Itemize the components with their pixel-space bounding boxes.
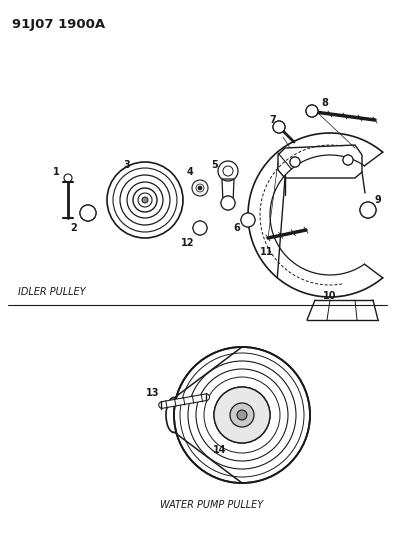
Circle shape (290, 157, 300, 167)
Circle shape (230, 403, 254, 427)
Text: 91J07 1900A: 91J07 1900A (12, 18, 105, 31)
Circle shape (343, 155, 353, 165)
Circle shape (221, 196, 235, 210)
Text: 11: 11 (260, 247, 274, 257)
Circle shape (193, 221, 207, 235)
Text: 9: 9 (374, 195, 382, 205)
Text: WATER PUMP PULLEY: WATER PUMP PULLEY (160, 500, 263, 510)
Text: 13: 13 (146, 388, 160, 398)
Circle shape (80, 205, 96, 221)
Circle shape (174, 347, 310, 483)
Text: 1: 1 (53, 167, 59, 177)
Circle shape (86, 211, 90, 215)
Circle shape (273, 121, 285, 133)
Text: 4: 4 (186, 167, 194, 177)
Circle shape (246, 219, 250, 222)
Circle shape (237, 410, 247, 420)
Circle shape (360, 202, 376, 218)
Circle shape (142, 197, 148, 203)
Circle shape (366, 208, 370, 212)
Text: 3: 3 (124, 160, 130, 170)
Circle shape (241, 213, 255, 227)
Circle shape (198, 186, 202, 190)
Circle shape (199, 227, 201, 230)
Text: 7: 7 (270, 115, 276, 125)
Text: 8: 8 (322, 98, 328, 108)
Text: 5: 5 (212, 160, 218, 170)
Text: IDLER PULLEY: IDLER PULLEY (18, 287, 86, 297)
Circle shape (306, 105, 318, 117)
Text: 10: 10 (323, 291, 337, 301)
Text: 12: 12 (181, 238, 195, 248)
Text: 6: 6 (233, 223, 241, 233)
Text: 2: 2 (71, 223, 77, 233)
Circle shape (214, 387, 270, 443)
Text: 14: 14 (213, 445, 227, 455)
